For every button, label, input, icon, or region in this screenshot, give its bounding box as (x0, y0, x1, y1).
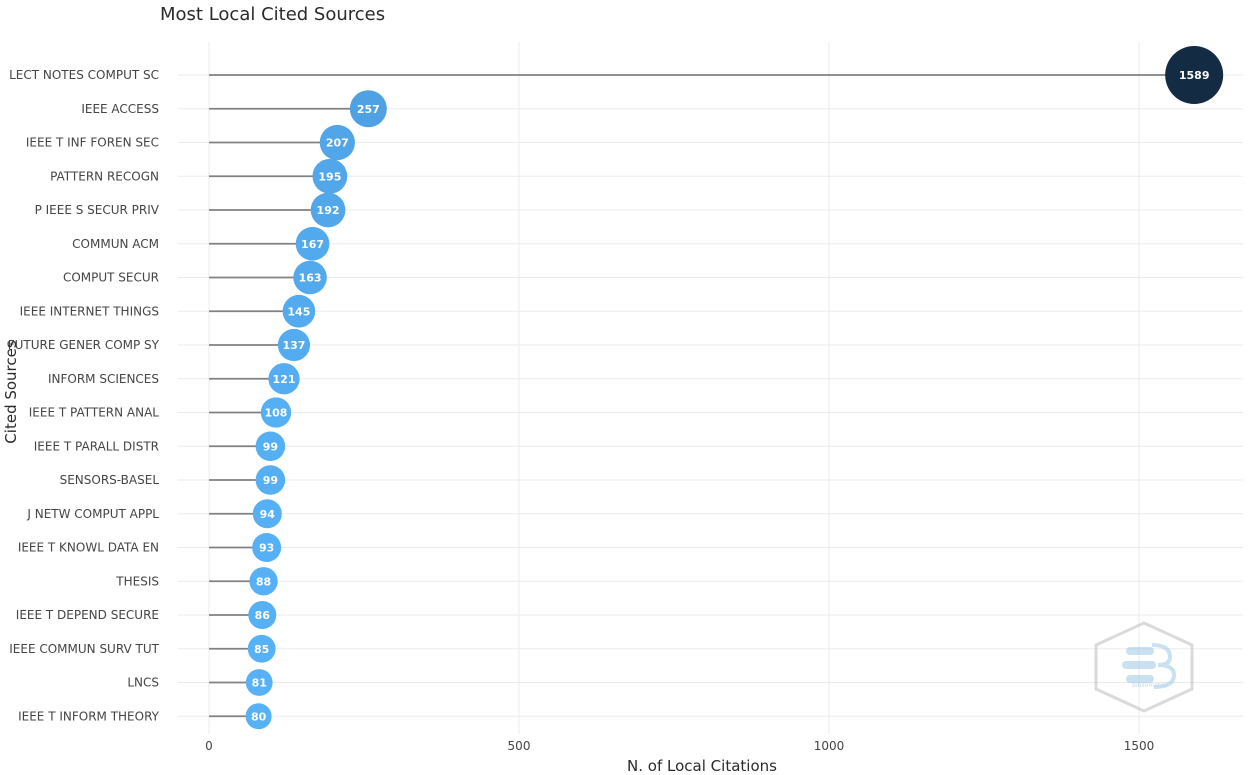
y-tick-label: IEEE INTERNET THINGS (20, 304, 159, 318)
value-label: 99 (263, 474, 278, 487)
value-label: 85 (254, 643, 269, 656)
value-label: 99 (263, 440, 278, 453)
lollipop-dot (260, 397, 292, 428)
lollipop-dot (245, 703, 272, 730)
lollipop-dot (268, 363, 300, 395)
y-tick-label: IEEE T PATTERN ANAL (29, 406, 160, 420)
y-tick-label: LECT NOTES COMPUT SC (9, 68, 159, 82)
y-tick-label: IEEE T INF FOREN SEC (26, 136, 159, 150)
lollipop-dot (282, 294, 316, 328)
y-tick-label: IEEE ACCESS (81, 102, 159, 116)
watermark-text: bibliometrix (1132, 682, 1168, 689)
lollipop-dot (319, 124, 355, 161)
y-tick-label: IEEE T INFORM THEORY (18, 709, 160, 723)
lollipop-dot (248, 600, 277, 630)
y-axis-ticks: LECT NOTES COMPUT SC IEEE ACCESS IEEE T IN… (8, 68, 160, 723)
y-tick-label: COMPUT SECUR (63, 271, 159, 285)
y-tick-label: LNCS (127, 676, 159, 690)
lollipop-dot (310, 192, 346, 228)
watermark-logo: bibliometrix (1094, 621, 1194, 713)
chart-title: Most Local Cited Sources (160, 4, 385, 25)
y-tick-label: THESIS (115, 574, 159, 588)
value-labels: 1589 257 207 195 192 167 163 145 137 121 108 99 99 94… (251, 69, 1210, 723)
lollipop-dot (255, 431, 286, 462)
y-tick-label: P IEEE S SECUR PRIV (35, 203, 160, 217)
value-label: 94 (260, 508, 276, 521)
lollipop-dot (255, 465, 286, 495)
lollipop-dot (249, 567, 278, 596)
x-axis-title: N. of Local Citations (627, 757, 777, 775)
x-tick-label: 0 (205, 739, 213, 753)
y-tick-label: FUTURE GENER COMP SY (8, 338, 160, 352)
y-tick-label: COMMUN ACM (72, 237, 159, 251)
y-tick-label: IEEE T KNOWL DATA EN (18, 541, 159, 555)
value-label: 195 (318, 170, 341, 183)
lollipop-dot (312, 158, 348, 194)
value-label: 137 (282, 339, 305, 352)
value-label: 86 (255, 609, 271, 622)
lollipop-dot (293, 260, 327, 295)
value-label: 88 (256, 575, 271, 588)
lollipop-dots (245, 46, 1224, 730)
lollipop-dot (295, 226, 330, 261)
y-tick-label: PATTERN RECOGN (50, 169, 159, 183)
y-axis-title: Cited Sources (2, 340, 20, 444)
grid-lines (178, 42, 1243, 734)
value-label: 167 (301, 238, 324, 251)
value-label: 163 (299, 272, 322, 285)
x-axis-ticks: 0 500 1000 1500 (205, 739, 1154, 753)
y-tick-label: J NETW COMPUT APPL (26, 507, 159, 521)
y-tick-label: IEEE T DEPEND SECURE (16, 608, 159, 622)
y-tick-label: SENSORS-BASEL (60, 473, 160, 487)
value-label: 145 (287, 305, 310, 318)
y-tick-label: INFORM SCIENCES (48, 372, 159, 386)
y-tick-label: IEEE COMMUN SURV TUT (9, 642, 159, 656)
value-label: 207 (326, 137, 349, 150)
value-label: 108 (264, 407, 287, 420)
lollipop-dot (349, 90, 387, 128)
value-label: 257 (357, 103, 380, 116)
x-tick-label: 500 (508, 739, 531, 753)
lollipop-stems (209, 74, 1195, 718)
lollipop-dot (277, 328, 311, 362)
y-tick-label: IEEE T PARALL DISTR (34, 439, 159, 453)
lollipop-dot (247, 634, 276, 663)
lollipop-dot (252, 499, 282, 529)
value-label: 93 (259, 542, 274, 555)
value-label: 1589 (1179, 69, 1210, 82)
lollipop-dot (252, 533, 282, 562)
value-label: 80 (251, 710, 267, 723)
value-label: 81 (252, 677, 267, 690)
lollipop-dot (245, 669, 273, 696)
value-label: 192 (317, 204, 340, 217)
value-label: 121 (273, 373, 296, 386)
x-tick-label: 1500 (1124, 739, 1155, 753)
lollipop-dot (1165, 46, 1224, 104)
x-tick-label: 1000 (814, 739, 845, 753)
